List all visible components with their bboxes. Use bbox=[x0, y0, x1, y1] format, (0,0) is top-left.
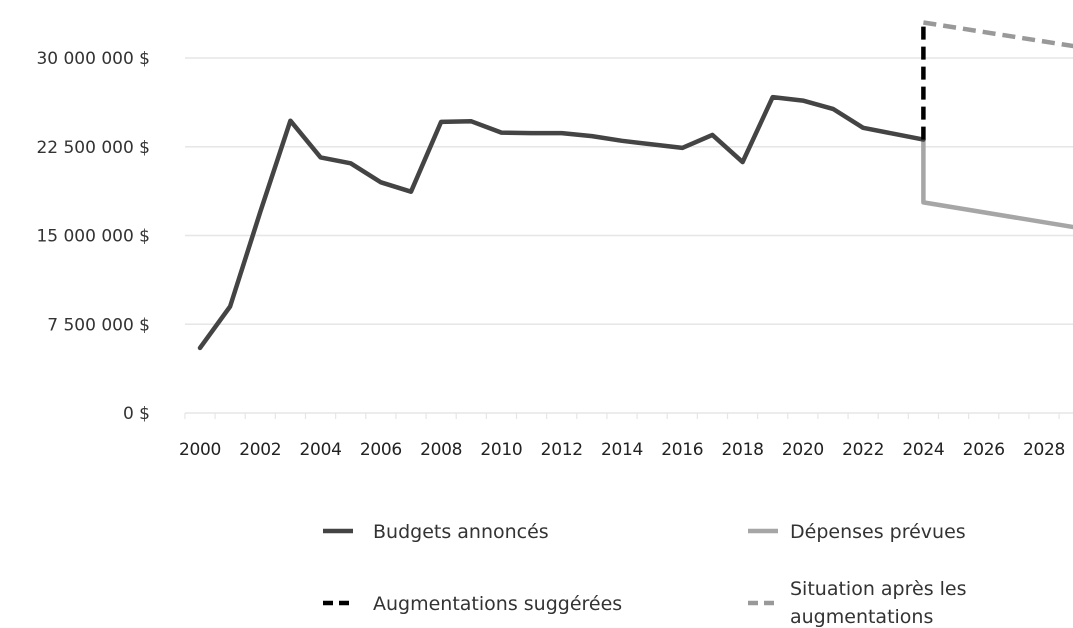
x-tick-label: 2020 bbox=[782, 440, 824, 460]
x-tick-label: 2002 bbox=[239, 440, 281, 460]
x-tick-label: 2004 bbox=[300, 440, 342, 460]
y-axis-tick-labels: 0 $ 7 500 000 $ 15 000 000 $ 22 500 000 $ 30… bbox=[36, 49, 150, 424]
legend: Budgets annoncés Dépenses prévues Augmenta… bbox=[323, 521, 967, 628]
series-lines bbox=[197, 20, 1073, 351]
x-tick-label: 2022 bbox=[842, 440, 884, 460]
x-tick-label: 2000 bbox=[179, 440, 221, 460]
gridlines bbox=[185, 57, 1073, 325]
x-axis-tick-labels: 2000 2002 2004 2006 2008 2010 2012 2014 2016 2018… bbox=[179, 440, 1065, 460]
y-tick-label: 7 500 000 $ bbox=[47, 315, 150, 335]
y-tick-label: 22 500 000 $ bbox=[36, 138, 150, 158]
y-tick-label: 15 000 000 $ bbox=[36, 227, 150, 247]
x-axis bbox=[184, 412, 1073, 419]
series-line-0 bbox=[197, 94, 926, 351]
x-tick-label: 2006 bbox=[360, 440, 402, 460]
x-tick-label: 2024 bbox=[902, 440, 944, 460]
y-tick-label: 30 000 000 $ bbox=[36, 49, 150, 69]
x-tick-label: 2012 bbox=[541, 440, 583, 460]
legend-label: Dépenses prévues bbox=[790, 521, 966, 543]
series-line-1 bbox=[921, 137, 1073, 230]
y-tick-label: 0 $ bbox=[123, 404, 150, 424]
x-tick-label: 2016 bbox=[661, 440, 703, 460]
legend-label: Augmentations suggérées bbox=[373, 593, 622, 615]
legend-label: Situation après les augmentations bbox=[790, 578, 967, 628]
x-tick-label: 2014 bbox=[601, 440, 643, 460]
legend-label: Budgets annoncés bbox=[373, 521, 549, 543]
x-tick-label: 2028 bbox=[1023, 440, 1065, 460]
x-tick-label: 2010 bbox=[480, 440, 522, 460]
x-tick-label: 2018 bbox=[722, 440, 764, 460]
x-tick-label: 2008 bbox=[420, 440, 462, 460]
series-line-3 bbox=[923, 20, 1073, 49]
x-tick-label: 2026 bbox=[963, 440, 1005, 460]
